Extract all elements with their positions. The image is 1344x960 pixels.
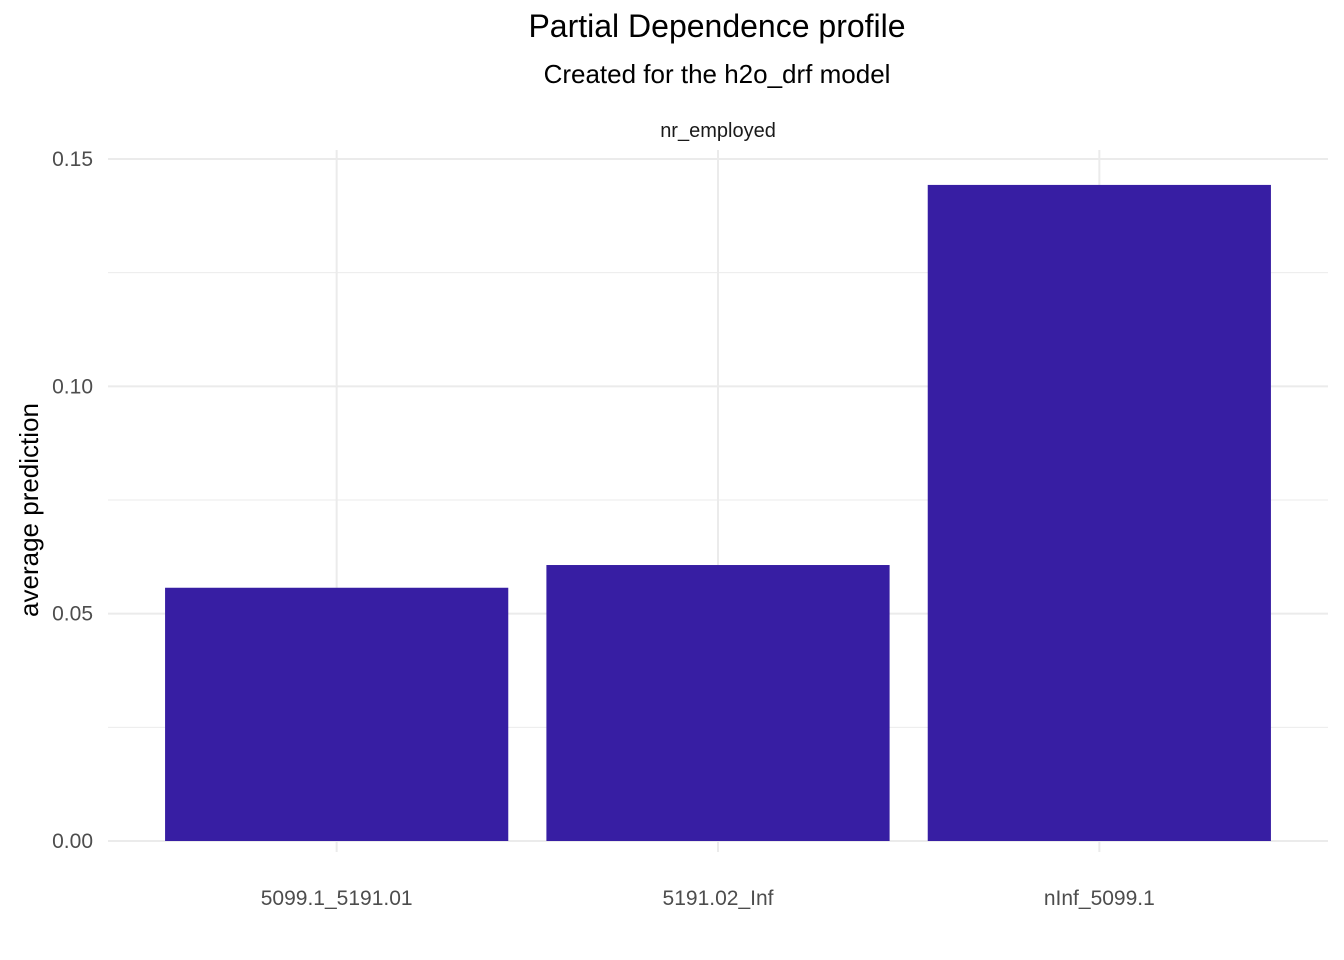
x-tick-label: nInf_5099.1 <box>1044 887 1155 910</box>
bar-nInf_5099.1 <box>927 184 1271 841</box>
chart-subtitle: Created for the h2o_drf model <box>543 59 891 89</box>
x-tick-label: 5191.02_Inf <box>663 887 774 910</box>
y-axis-title: average prediction <box>14 403 44 617</box>
x-tick-labels: 5099.1_5191.01 5191.02_Inf nInf_5099.1 <box>261 887 1155 910</box>
y-tick-label: 0.10 <box>52 375 93 398</box>
bar-5099.1_5191.01 <box>165 587 509 841</box>
facet-strip-label: nr_employed <box>660 120 776 142</box>
x-tick-label: 5099.1_5191.01 <box>261 887 413 910</box>
bars <box>165 184 1271 841</box>
bar-5191.02_Inf <box>546 565 890 841</box>
y-tick-label: 0.05 <box>52 603 93 626</box>
y-tick-labels: 0.00 0.05 0.10 0.15 <box>52 148 93 853</box>
y-tick-label: 0.15 <box>52 148 93 171</box>
chart-title: Partial Dependence profile <box>528 8 906 44</box>
y-tick-label: 0.00 <box>52 830 93 853</box>
